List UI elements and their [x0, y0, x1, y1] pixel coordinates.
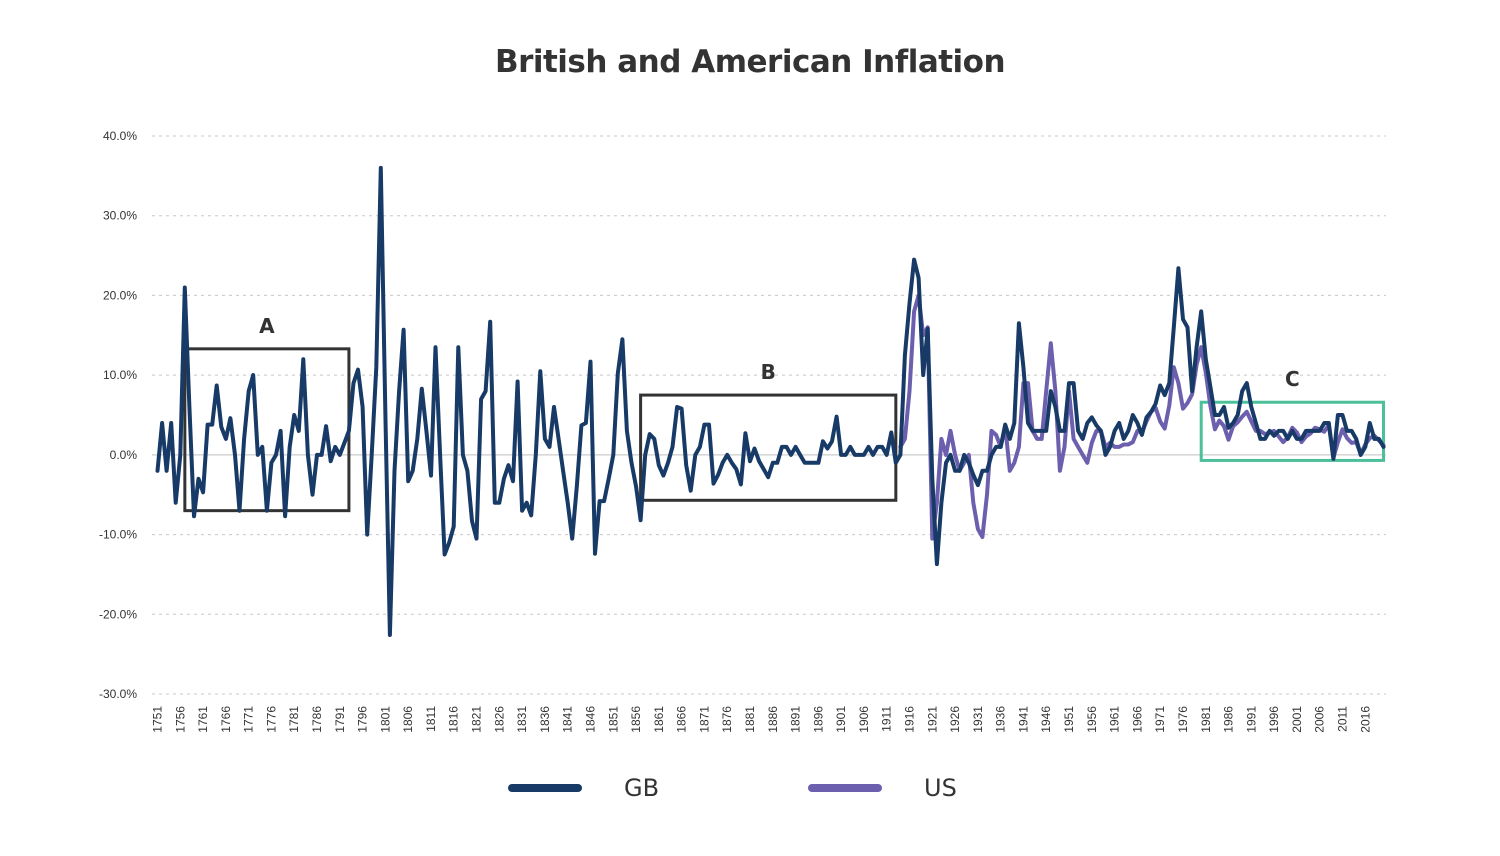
x-tick-label: 2001 — [1290, 706, 1304, 733]
x-tick-label: 1881 — [743, 706, 757, 733]
annotation-label-a: A — [259, 314, 275, 338]
x-tick-label: 1801 — [378, 706, 392, 733]
x-tick-label: 1856 — [629, 706, 643, 733]
annotation-label-b: B — [761, 360, 776, 384]
x-tick-label: 1811 — [424, 706, 438, 732]
x-tick-label: 1766 — [219, 706, 233, 733]
x-tick-label: 1911 — [880, 706, 894, 732]
x-tick-label: 1891 — [789, 706, 803, 733]
x-tick-label: 1791 — [333, 706, 347, 733]
x-tick-label: 1836 — [538, 706, 552, 733]
x-tick-label: 1756 — [173, 706, 187, 733]
x-tick-label: 1926 — [948, 706, 962, 733]
x-tick-label: 1761 — [196, 706, 210, 733]
x-tick-label: 1816 — [447, 706, 461, 733]
x-tick-label: 1896 — [811, 706, 825, 733]
chart-title: British and American Inflation — [494, 44, 1006, 80]
x-tick-label: 1771 — [242, 706, 256, 733]
x-tick-label: 1831 — [515, 706, 529, 733]
y-tick-label: 20.0% — [103, 288, 137, 302]
y-axis-ticks: 40.0% 30.0% 20.0% 10.0% 0.0% -10.0% -20.0% -30.… — [99, 129, 137, 701]
legend-item-us: US — [808, 770, 957, 806]
x-tick-label: 1936 — [994, 706, 1008, 733]
legend-item-gb: GB — [508, 770, 659, 806]
x-tick-label: 1786 — [310, 706, 324, 733]
x-tick-label: 2011 — [1335, 706, 1349, 732]
x-tick-label: 1991 — [1244, 706, 1258, 733]
x-tick-label: 1996 — [1267, 706, 1281, 733]
annotation-label-c: C — [1285, 367, 1300, 391]
x-tick-label: 1826 — [492, 706, 506, 733]
x-tick-label: 1806 — [401, 706, 415, 733]
y-tick-label: 0.0% — [110, 448, 138, 462]
x-tick-label: 1821 — [470, 706, 484, 733]
x-tick-label: 1981 — [1199, 706, 1213, 733]
x-tick-label: 1901 — [834, 706, 848, 733]
series-line-gb — [155, 165, 1386, 637]
annotation-box-c — [1199, 400, 1386, 462]
legend-label-us: US — [924, 774, 957, 802]
y-tick-label: 30.0% — [103, 209, 137, 223]
x-tick-label: 1851 — [606, 706, 620, 733]
legend-swatch-gb — [508, 784, 582, 792]
y-tick-label: 40.0% — [103, 129, 137, 143]
x-tick-label: 1866 — [675, 706, 689, 733]
x-tick-label: 1941 — [1016, 706, 1030, 733]
x-tick-label: 1841 — [561, 706, 575, 733]
x-axis-ticks: 1751 1756 1761 1766 1771 1776 1781 1786 1791 1796… — [151, 706, 1373, 733]
x-tick-label: 1921 — [925, 706, 939, 733]
x-tick-label: 1876 — [720, 706, 734, 733]
y-tick-label: -30.0% — [99, 687, 137, 701]
x-tick-label: 1796 — [356, 706, 370, 733]
x-tick-label: 1961 — [1108, 706, 1122, 733]
x-tick-label: 1871 — [697, 706, 711, 733]
x-tick-label: 1951 — [1062, 706, 1076, 733]
annotation-box-b — [639, 393, 898, 502]
x-tick-label: 1976 — [1176, 706, 1190, 733]
legend-swatch-us — [808, 784, 882, 792]
x-tick-label: 1916 — [903, 706, 917, 733]
x-tick-label: 1906 — [857, 706, 871, 733]
x-tick-label: 1751 — [151, 706, 165, 733]
x-tick-label: 1966 — [1130, 706, 1144, 733]
legend-label-gb: GB — [624, 774, 660, 802]
x-tick-label: 1971 — [1153, 706, 1167, 733]
series-line-us — [898, 293, 1386, 541]
x-tick-label: 2016 — [1358, 706, 1372, 733]
y-tick-label: -20.0% — [99, 607, 137, 621]
x-tick-label: 1776 — [264, 706, 278, 733]
x-tick-label: 1931 — [971, 706, 985, 733]
y-tick-label: 10.0% — [103, 368, 137, 382]
y-tick-label: -10.0% — [99, 528, 137, 542]
x-tick-label: 1986 — [1222, 706, 1236, 733]
x-tick-label: 1861 — [652, 706, 666, 733]
x-tick-label: 1781 — [287, 706, 301, 733]
x-tick-label: 1886 — [766, 706, 780, 733]
series-lines — [155, 165, 1386, 637]
x-tick-label: 1846 — [583, 706, 597, 733]
x-tick-label: 2006 — [1313, 706, 1327, 733]
x-tick-label: 1946 — [1039, 706, 1053, 733]
x-tick-label: 1956 — [1085, 706, 1099, 733]
